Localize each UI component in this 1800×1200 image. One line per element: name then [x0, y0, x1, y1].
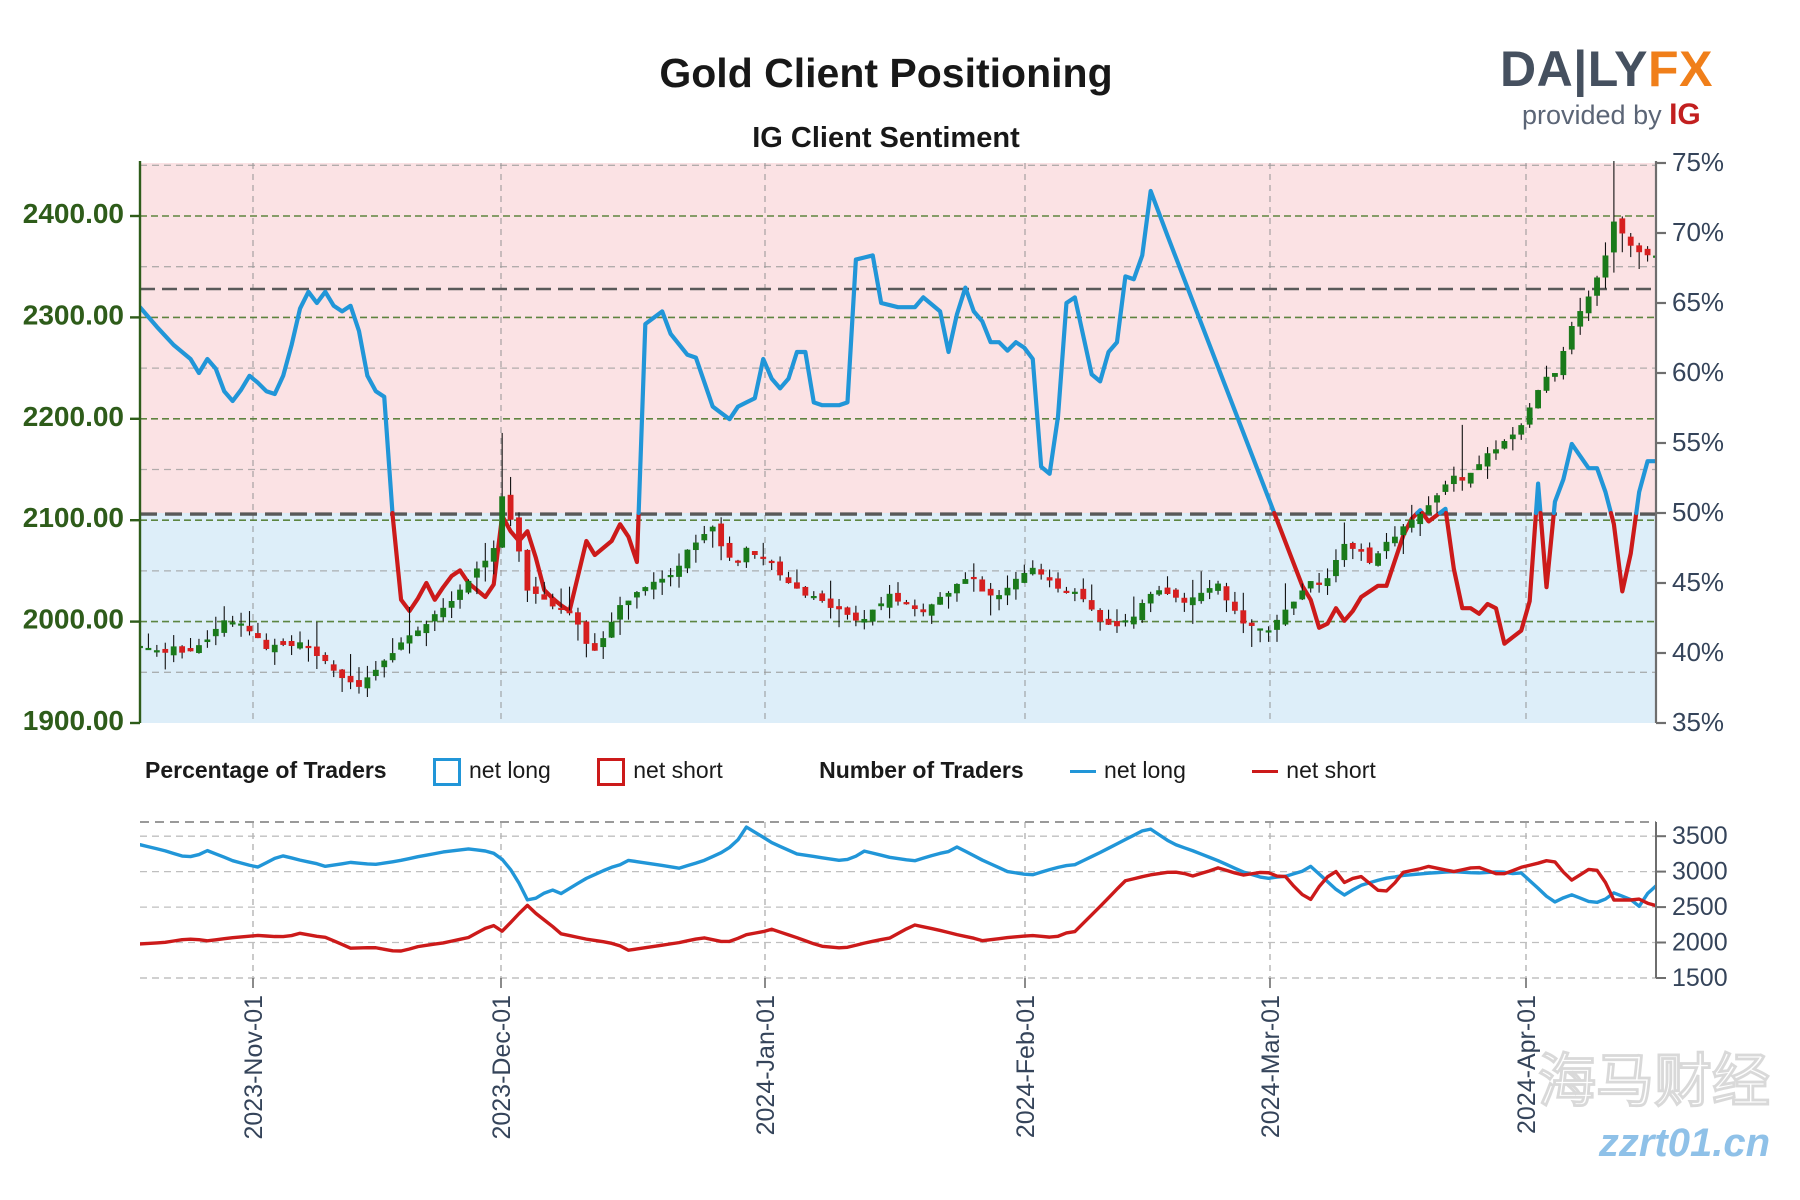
svg-text:60%: 60% — [1672, 357, 1724, 387]
svg-text:provided by IG: provided by IG — [1522, 98, 1701, 131]
svg-text:3500: 3500 — [1672, 822, 1728, 850]
svg-text:2000: 2000 — [1672, 929, 1728, 957]
svg-text:2023-Dec-01: 2023-Dec-01 — [488, 995, 516, 1140]
svg-text:DA|LYFX: DA|LYFX — [1500, 41, 1713, 98]
svg-text:2400.00: 2400.00 — [23, 198, 124, 229]
svg-text:zzrt01.cn: zzrt01.cn — [1598, 1121, 1770, 1165]
svg-text:2024-Feb-01: 2024-Feb-01 — [1012, 995, 1040, 1138]
svg-text:海马财经: 海马财经 — [1538, 1049, 1770, 1114]
svg-text:40%: 40% — [1672, 637, 1724, 667]
svg-text:75%: 75% — [1672, 147, 1724, 177]
svg-text:2300.00: 2300.00 — [23, 299, 124, 330]
svg-text:1900.00: 1900.00 — [23, 705, 124, 736]
svg-text:45%: 45% — [1672, 567, 1724, 597]
svg-text:35%: 35% — [1672, 707, 1724, 737]
svg-text:50%: 50% — [1672, 497, 1724, 527]
svg-text:2023-Nov-01: 2023-Nov-01 — [240, 995, 268, 1140]
svg-text:2100.00: 2100.00 — [23, 502, 124, 533]
svg-text:2024-Mar-01: 2024-Mar-01 — [1257, 995, 1285, 1138]
svg-text:65%: 65% — [1672, 287, 1724, 317]
svg-text:3000: 3000 — [1672, 858, 1728, 886]
svg-text:55%: 55% — [1672, 427, 1724, 457]
svg-text:2500: 2500 — [1672, 893, 1728, 921]
svg-text:2200.00: 2200.00 — [23, 401, 124, 432]
svg-text:70%: 70% — [1672, 217, 1724, 247]
svg-text:2000.00: 2000.00 — [23, 604, 124, 635]
svg-text:2024-Jan-01: 2024-Jan-01 — [752, 995, 780, 1135]
svg-text:1500: 1500 — [1672, 964, 1728, 992]
